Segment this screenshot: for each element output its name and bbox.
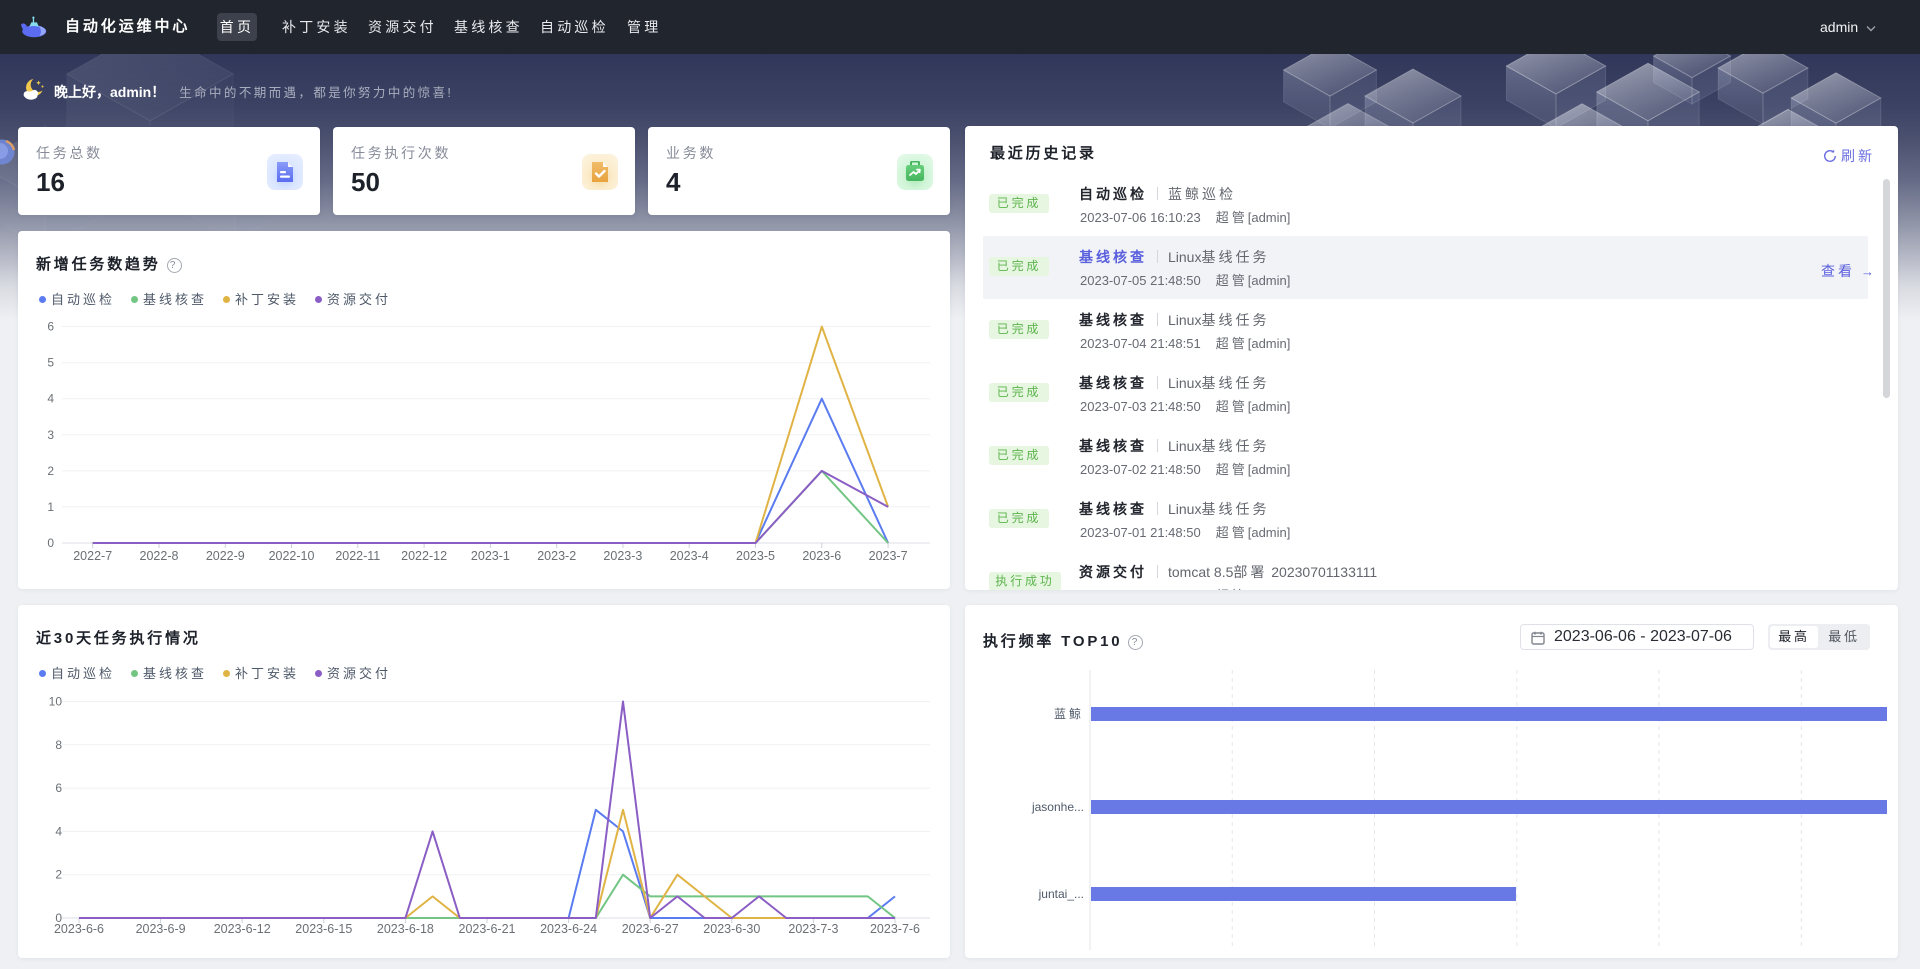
svg-text:2023-6-21: 2023-6-21 [459, 922, 516, 936]
svg-text:2022-12: 2022-12 [401, 549, 447, 563]
svg-text:juntai_...: juntai_... [1038, 887, 1084, 901]
svg-text:2: 2 [55, 868, 62, 882]
svg-text:2023-6-15: 2023-6-15 [295, 922, 352, 936]
svg-text:2023-6: 2023-6 [802, 549, 841, 563]
svg-text:2023-6-18: 2023-6-18 [377, 922, 434, 936]
svg-text:6: 6 [55, 781, 62, 795]
svg-text:2023-2: 2023-2 [537, 549, 576, 563]
svg-text:4: 4 [47, 392, 54, 406]
svg-text:2023-6-12: 2023-6-12 [214, 922, 271, 936]
svg-text:8: 8 [55, 738, 62, 752]
svg-text:2022-10: 2022-10 [269, 549, 315, 563]
svg-text:2022-11: 2022-11 [335, 549, 380, 563]
svg-text:2023-6-30: 2023-6-30 [703, 922, 760, 936]
svg-text:2022-8: 2022-8 [140, 549, 179, 563]
svg-text:2023-6-9: 2023-6-9 [136, 922, 186, 936]
svg-text:1: 1 [47, 500, 54, 514]
svg-text:2023-1: 2023-1 [471, 549, 510, 563]
svg-text:4: 4 [55, 824, 62, 838]
svg-text:2023-6-24: 2023-6-24 [540, 922, 597, 936]
svg-text:2023-3: 2023-3 [603, 549, 642, 563]
svg-text:2: 2 [47, 464, 54, 478]
svg-text:2023-7: 2023-7 [869, 549, 908, 563]
svg-text:10: 10 [49, 695, 63, 709]
svg-text:2023-6-6: 2023-6-6 [54, 922, 104, 936]
svg-text:3: 3 [47, 428, 54, 442]
svg-text:2022-7: 2022-7 [73, 549, 112, 563]
svg-text:2023-5: 2023-5 [736, 549, 775, 563]
svg-text:5: 5 [47, 356, 54, 370]
svg-text:2023-4: 2023-4 [670, 549, 709, 563]
svg-text:2022-9: 2022-9 [206, 549, 245, 563]
svg-text:6: 6 [47, 320, 54, 334]
svg-text:2023-7-3: 2023-7-3 [788, 922, 838, 936]
svg-text:0: 0 [47, 536, 54, 550]
svg-text:0: 0 [55, 911, 62, 925]
svg-text:2023-7-6: 2023-7-6 [870, 922, 920, 936]
svg-text:jasonhe...: jasonhe... [1031, 800, 1084, 814]
svg-text:2023-6-27: 2023-6-27 [622, 922, 679, 936]
svg-text:蓝鲸: 蓝鲸 [1054, 706, 1084, 721]
